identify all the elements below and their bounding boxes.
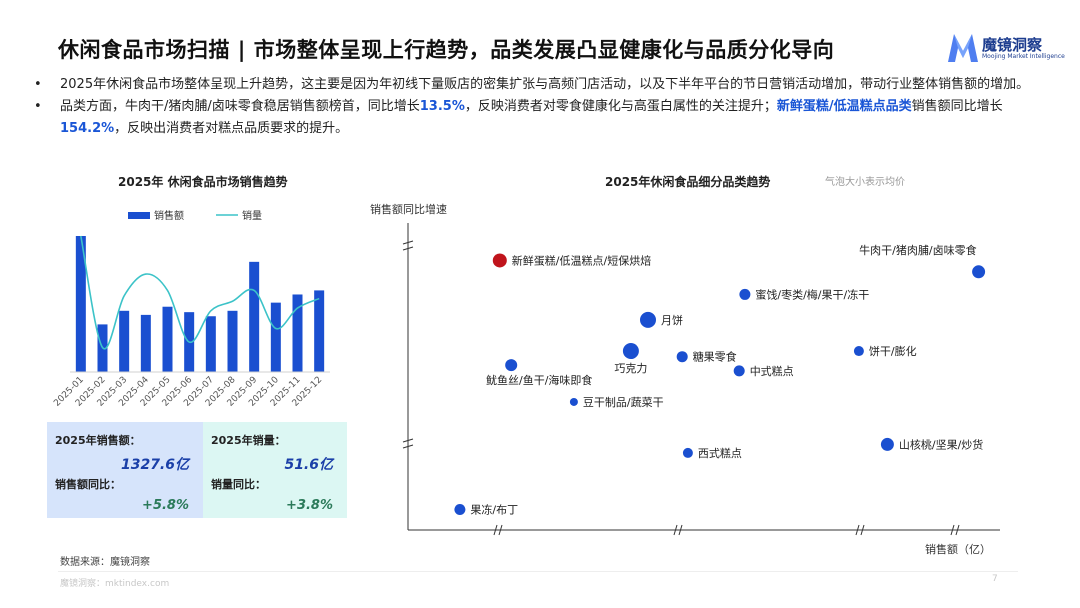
bubble-point	[739, 288, 751, 300]
bubble-label: 西式糕点	[698, 446, 742, 460]
bubble-label: 豆干制品/蔬菜干	[583, 396, 664, 409]
bubble-label: 巧克力	[614, 362, 647, 375]
kpi-sales-label: 2025年销售额：	[55, 434, 141, 447]
bubble-point	[454, 504, 466, 516]
sales-bar	[292, 294, 303, 372]
data-source: 数据来源：魔镜洞察	[60, 557, 150, 568]
bubble-label: 牛肉干/猪肉脯/卤味零食	[859, 243, 976, 257]
bullet-market: 2025年休闲食品市场整体呈现上升趋势，这主要是因为年初线下量贩店的密集扩张与高…	[30, 74, 1040, 96]
kpi-sales-yoy-label: 销售额同比：	[55, 478, 121, 491]
bullet-category-text-1: 品类方面，牛肉干/猪肉脯/卤味零食稳居销售额榜首，同比增长	[60, 99, 420, 114]
kpi-volume-label: 2025年销量：	[211, 434, 286, 447]
y-axis-break	[402, 444, 414, 449]
bubble-label: 果冻/布丁	[470, 503, 518, 517]
bubble-point	[853, 346, 864, 357]
trend-chart-title: 2025年 休闲食品市场销售趋势	[118, 175, 288, 189]
page-number: 7	[992, 574, 998, 584]
bubble-label: 鱿鱼丝/鱼干/海味即食	[486, 373, 592, 387]
bubble-label: 新鲜蛋糕/低温糕点/短保烘焙	[512, 253, 651, 267]
sales-bar	[249, 261, 260, 372]
bullet-category-text-4: ，反映出消费者对糕点品质要求的提升。	[114, 121, 349, 136]
bullet-category-text-2: ，反映消费者对零食健康化与高蛋白属性的关注提升；	[464, 99, 777, 114]
bubble-point	[622, 343, 639, 360]
highlight-growth-rate: 13.5%	[419, 99, 465, 114]
logo-tagline: Moojing Market Intelligence	[982, 53, 1065, 60]
bubble-chart-note: 气泡大小表示均价	[825, 177, 905, 188]
x-axis-label: 销售额（亿）	[925, 542, 991, 556]
brand-logo: 魔镜洞察 Moojing Market Intelligence	[946, 31, 1065, 67]
bubble-label: 蜜饯/枣类/梅/果干/冻干	[755, 287, 869, 301]
sales-bar	[227, 310, 238, 372]
bubble-label: 糖果零食	[693, 350, 737, 364]
kpi-volume-value: 51.6亿	[284, 457, 333, 473]
bubble-chart-title: 2025年休闲食品细分品类趋势	[605, 175, 771, 189]
sales-trend-chart: 销售额 销量2025-012025-022025-032025-042025-05…	[52, 209, 330, 409]
sales-bar	[119, 310, 130, 372]
bubble-label: 中式糕点	[750, 364, 794, 378]
bullet-market-text: 2025年休闲食品市场整体呈现上升趋势，这主要是因为年初线下量贩店的密集扩张与高…	[60, 77, 1030, 92]
x-axis-break	[855, 524, 860, 536]
kpi-volume-yoy-value: +3.8%	[286, 498, 333, 513]
kpi-sales-value: 1327.6亿	[120, 457, 189, 473]
y-axis-break	[402, 438, 414, 443]
bubble-label: 饼干/膨化	[869, 344, 917, 358]
highlight-cake-growth: 154.2%	[60, 121, 115, 136]
x-axis-break	[950, 524, 955, 536]
x-axis-break	[860, 524, 865, 536]
bullet-category-text-3: 销售额同比增长	[911, 99, 1003, 114]
volume-line	[80, 235, 320, 350]
sales-bar	[205, 316, 216, 372]
x-axis-break	[498, 524, 503, 536]
x-axis-break	[673, 524, 678, 536]
y-axis-label: 销售额同比增速	[370, 202, 447, 216]
sales-bar	[140, 314, 151, 372]
footer-divider	[58, 571, 1018, 572]
sales-bar	[314, 290, 325, 372]
kpi-sales-yoy-value: +5.8%	[142, 498, 189, 513]
bubble-point	[676, 351, 688, 363]
kpi-volume-card: 2025年销量： 51.6亿 销量同比： +3.8%	[203, 422, 347, 518]
legend-sales-label: 销售额	[154, 209, 184, 222]
m-logo-icon	[948, 34, 978, 62]
footer-url: 魔镜洞察：mktindex.com	[60, 579, 170, 589]
legend-volume-label: 销量	[242, 209, 262, 222]
bubble-point	[682, 447, 693, 458]
bubble-point	[569, 397, 578, 406]
bubble-label: 月饼	[661, 313, 683, 327]
bubble-point	[640, 311, 656, 328]
summary-bullets: 2025年休闲食品市场整体呈现上升趋势，这主要是因为年初线下量贩店的密集扩张与高…	[30, 74, 1040, 140]
page-title: 休闲食品市场扫描 | 市场整体呈现上行趋势，品类发展凸显健康化与品质分化导向	[58, 38, 835, 62]
sales-bar	[162, 306, 173, 372]
x-axis-break	[678, 524, 683, 536]
bubble-point	[972, 265, 986, 279]
x-axis-break	[955, 524, 960, 536]
kpi-sales-card: 2025年销售额： 1327.6亿 销售额同比： +5.8%	[47, 422, 203, 518]
sales-bar	[270, 302, 281, 372]
bubble-label: 山核桃/坚果/炒货	[899, 437, 983, 451]
bubble-point	[505, 359, 518, 372]
y-axis-break	[402, 240, 414, 245]
bubble-point	[492, 253, 507, 268]
x-axis-break	[493, 524, 498, 536]
legend-sales-swatch	[128, 212, 150, 219]
logo-name: 魔镜洞察	[982, 36, 1043, 54]
bubble-point	[733, 365, 745, 377]
highlight-category-name: 新鲜蛋糕/低温糕点品类	[776, 99, 912, 114]
bullet-category: 品类方面，牛肉干/猪肉脯/卤味零食稳居销售额榜首，同比增长13.5%，反映消费者…	[30, 96, 1040, 140]
kpi-volume-yoy-label: 销量同比：	[211, 478, 266, 491]
sales-bar	[75, 236, 86, 372]
y-axis-break	[402, 246, 414, 251]
bubble-point	[880, 437, 894, 451]
